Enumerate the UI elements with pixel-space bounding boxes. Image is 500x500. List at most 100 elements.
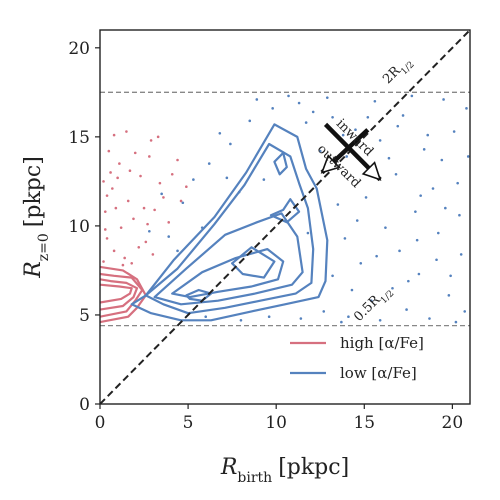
scatter-point-high [114, 206, 118, 210]
scatter-point-low [340, 320, 343, 324]
scatter-point-high [102, 180, 105, 183]
scatter-point-low [366, 115, 370, 119]
scatter-point-low [401, 114, 405, 117]
contour-high [100, 278, 139, 311]
scatter-point-high [112, 249, 116, 253]
scatter-point-low [306, 231, 310, 235]
scatter-point-low [417, 272, 421, 276]
y-tick-label: 0 [79, 395, 90, 415]
scatter-point-low [336, 203, 340, 206]
scatter-point-high [112, 133, 116, 137]
scatter-point-high [179, 199, 183, 203]
legend-label-1: low [α/Fe] [340, 364, 417, 382]
scatter-point-high [133, 151, 137, 155]
scatter-point-high [103, 228, 107, 231]
arrow-head-outward [320, 154, 341, 174]
scatter-point-low [405, 308, 408, 311]
scatter-point-low [428, 317, 431, 320]
scatter-point-low [375, 254, 378, 258]
scatter-point-low [458, 213, 461, 217]
scatter-point-low [394, 172, 398, 176]
scatter-point-high [123, 256, 126, 260]
scatter-point-low [370, 299, 373, 303]
scatter-point-low [355, 219, 359, 222]
y-tick-label: 20 [68, 39, 90, 59]
scatter-point-low [391, 286, 394, 290]
contour-high [100, 272, 144, 318]
scatter-point-low [419, 194, 422, 197]
scatter-point-high [111, 187, 114, 190]
scatter-point-high [167, 221, 171, 224]
scatter-point-high [105, 237, 109, 240]
contour-low [269, 198, 301, 224]
scatter-point-high [119, 226, 123, 229]
scatter-point-low [415, 238, 419, 242]
scatter-point-low [465, 107, 468, 110]
scatter-point-low [267, 315, 271, 319]
scatter-point-low [359, 262, 363, 265]
scatter-point-low [225, 176, 229, 180]
scatter-point-low [343, 237, 347, 240]
scatter-point-low [440, 158, 444, 162]
scatter-point-high [105, 194, 109, 197]
contour-layer [100, 123, 329, 324]
scatter-point-high [132, 217, 135, 221]
scatter-point-high [125, 130, 128, 133]
scatter-point-low [426, 133, 430, 137]
scatter-point-high [156, 135, 160, 139]
scatter-point-low [229, 142, 232, 146]
scatter-point-low [396, 124, 400, 128]
scatter-point-high [116, 176, 119, 180]
scatter-point-high [148, 155, 151, 158]
plot-frame [99, 29, 471, 405]
scatter-point-high [121, 263, 125, 267]
scatter-point-low [207, 162, 211, 165]
scatter-point-low [452, 130, 456, 133]
scatter-point-low [262, 178, 266, 181]
y-tick-label: 5 [79, 306, 90, 326]
scatter-layer [102, 94, 470, 324]
scatter-point-high [109, 171, 112, 174]
scatter-point-low [410, 94, 414, 98]
scatter-point-low [414, 210, 417, 213]
y-tick-label: 15 [68, 128, 90, 148]
scatter-point-low [331, 274, 334, 278]
scatter-point-high [151, 253, 155, 256]
scatter-point-low [271, 107, 274, 110]
scatter-point-high [137, 245, 141, 249]
scatter-point-low [297, 101, 301, 105]
scatter-point-low [466, 155, 470, 158]
scatter-point-high [102, 260, 105, 263]
scatter-point-high [176, 158, 179, 162]
scatter-point-low [350, 288, 354, 292]
scatter-point-low [398, 249, 401, 253]
x-axis-label: Rbirth [pkpc] [220, 455, 349, 486]
scatter-point-low [345, 155, 348, 158]
scatter-point-low [378, 318, 382, 322]
contour-low [144, 142, 315, 315]
scatter-point-low [387, 156, 391, 160]
hline-label-1: 2R1/2 [380, 53, 416, 89]
scatter-point-low [148, 229, 151, 233]
contour-low [130, 123, 329, 322]
scatter-point-low [407, 279, 410, 283]
scatter-point-low [422, 148, 426, 151]
scatter-point-low [311, 110, 315, 114]
arrow-head-inward [361, 161, 382, 181]
scatter-point-low [176, 249, 179, 253]
scatter-point-high [139, 174, 142, 178]
axes: 0 5 10 15 20 0 5 10 15 20 Rbirth [pkpc] Rz=0[pkpc] [21, 29, 471, 486]
scatter-point-low [378, 139, 382, 142]
scatter-point-high [118, 162, 121, 165]
scatter-point-low [192, 178, 195, 181]
scatter-point-high [158, 181, 162, 185]
scatter-point-high [103, 210, 107, 213]
scatter-point-low [364, 196, 368, 199]
contour-high [100, 283, 133, 304]
contour-low [185, 288, 213, 302]
scatter-point-low [204, 315, 208, 319]
scatter-point-low [181, 201, 185, 205]
scatter-point-low [431, 187, 435, 190]
scatter-point-high [162, 196, 165, 199]
reference-lines [100, 30, 470, 404]
